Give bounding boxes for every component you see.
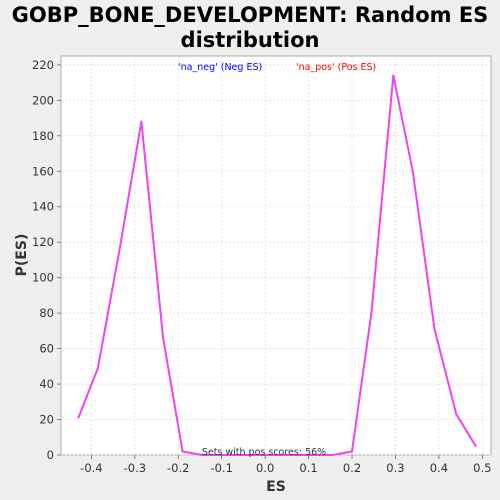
y-tick-label: 100 <box>32 271 54 285</box>
y-axis: 0 20 40 60 80 100 120 140 160 180 200 220 <box>32 58 61 462</box>
series-point <box>162 337 164 339</box>
legend-pos-es: 'na_pos' (Pos ES) <box>296 62 376 73</box>
series-layer <box>77 74 477 456</box>
x-tick-label: -0.2 <box>167 461 189 475</box>
series-point <box>411 170 414 173</box>
grid-layer <box>61 56 491 456</box>
series-point <box>118 248 121 251</box>
series-point <box>455 413 458 416</box>
chart-title-line1: GOBP_BONE_DEVELOPMENT: Random ES <box>11 3 489 27</box>
series-point <box>140 120 143 123</box>
x-tick-label: 0.4 <box>430 461 448 475</box>
series-point <box>331 454 334 456</box>
series-point <box>474 445 477 448</box>
y-tick-label: 120 <box>32 235 54 249</box>
y-tick-label: 40 <box>39 377 54 391</box>
series-line <box>77 74 477 456</box>
series-point <box>433 328 436 330</box>
series-point <box>201 454 204 456</box>
x-tick-label: 0.2 <box>343 461 361 475</box>
y-tick-label: 60 <box>39 342 54 356</box>
series-point <box>392 74 395 77</box>
y-tick-label: 140 <box>32 200 54 214</box>
series-point <box>351 450 353 453</box>
y-tick-label: 20 <box>39 413 54 427</box>
series-point <box>266 454 269 456</box>
plot-area <box>60 55 492 456</box>
y-tick-label: 180 <box>32 129 54 143</box>
series-point <box>181 450 184 453</box>
chart-title-line2: distribution <box>180 28 320 52</box>
x-tick-label: 0.1 <box>299 461 317 475</box>
series-point <box>77 416 80 419</box>
x-axis-label: ES <box>266 479 286 495</box>
y-tick-label: 200 <box>32 93 54 107</box>
x-tick-label: 0.3 <box>386 461 404 475</box>
x-axis: -0.4 -0.3 -0.2 -0.1 0.0 0.1 0.2 0.3 0.4 0.5 <box>80 455 491 475</box>
x-tick-label: 0.5 <box>473 461 491 475</box>
x-tick-label: -0.4 <box>80 461 102 475</box>
y-axis-label: P(ES) <box>14 234 30 277</box>
series-point <box>97 367 99 370</box>
series-point <box>222 454 225 456</box>
x-tick-label: 0.0 <box>256 461 274 475</box>
x-tick-label: -0.3 <box>124 461 146 475</box>
series-point <box>244 454 247 456</box>
series-point <box>370 310 373 313</box>
x-tick-label: -0.1 <box>210 461 232 475</box>
y-tick-label: 220 <box>32 58 54 72</box>
y-tick-label: 0 <box>47 448 54 462</box>
y-tick-label: 80 <box>39 306 54 320</box>
legend-neg-es: 'na_neg' (Neg ES) <box>178 62 262 73</box>
series-point <box>288 454 290 456</box>
y-tick-label: 160 <box>32 164 54 178</box>
series-point <box>309 454 312 456</box>
pos-scores-annotation: Sets with pos scores: 56% <box>202 447 326 458</box>
